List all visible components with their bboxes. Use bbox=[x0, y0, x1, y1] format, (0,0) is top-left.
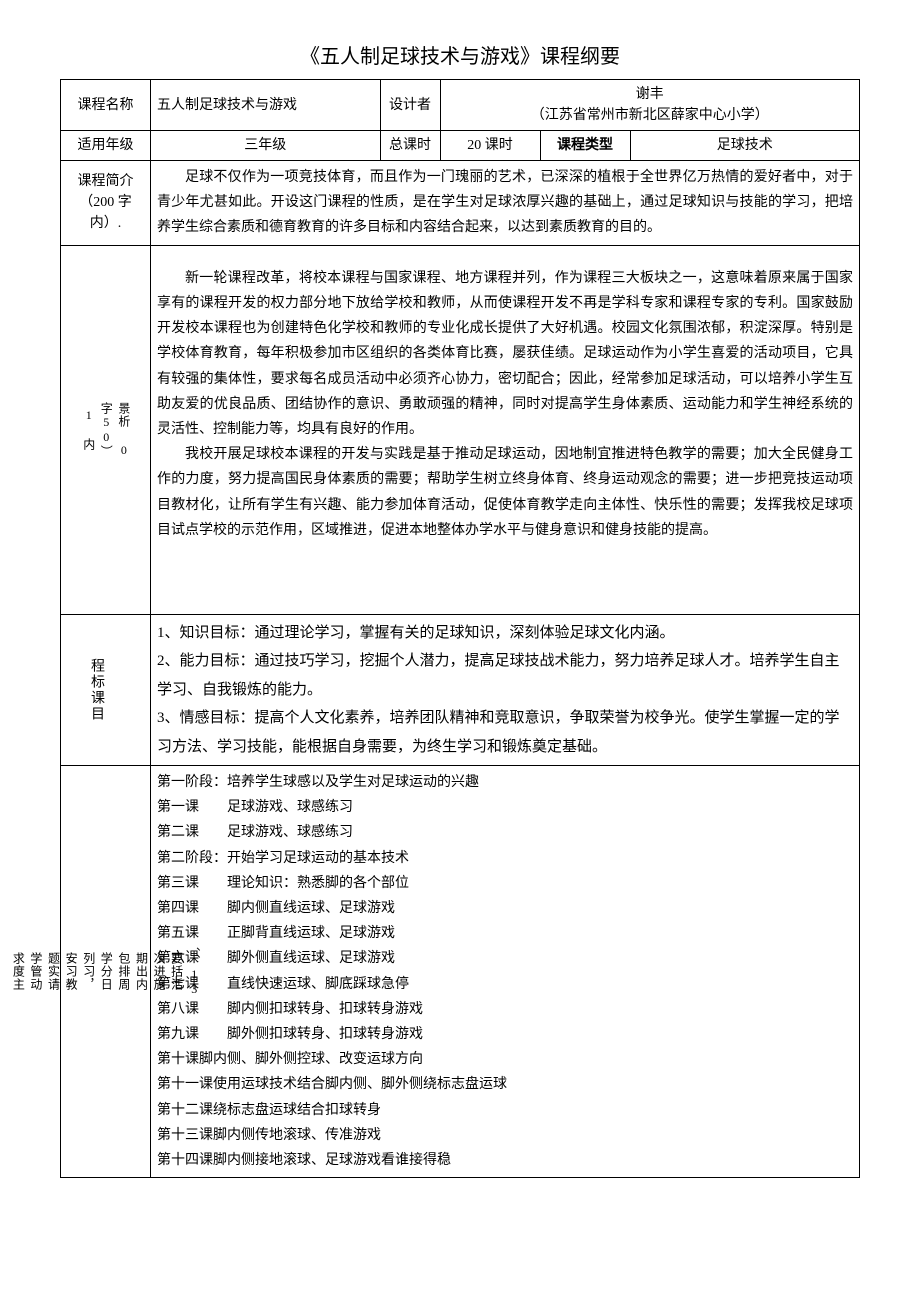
schedule-label-col: 求度主 bbox=[10, 952, 26, 991]
syllabus-table: 课程名称 五人制足球技术与游戏 设计者 谢丰 （江苏省常州市新北区薛家中心小学）… bbox=[60, 79, 860, 1178]
lesson-line: 第四课 脚内侧直线运球、足球游戏 bbox=[157, 896, 853, 921]
goals-label-cell: 程标课目 bbox=[61, 614, 151, 766]
lesson-line: 第七课 直线快速运球、脚底踩球急停 bbox=[157, 972, 853, 997]
schedule-label-col: 学分日 bbox=[98, 952, 114, 991]
background-p1: 新一轮课程改革，将校本课程与国家课程、地方课程并列，作为课程三大板块之一，这意味… bbox=[157, 266, 853, 442]
table-row: 1 内 字50） 景析 0 新一轮课程改革，将校本课程与国家课程、地方课程并列，… bbox=[61, 245, 860, 614]
grade-value: 三年级 bbox=[151, 131, 381, 161]
table-row: 课程简介（200 字内）. 足球不仅作为一项竞技体育，而且作为一门瑰丽的艺术，已… bbox=[61, 161, 860, 246]
lesson-line: 第十课脚内侧、脚外侧控球、改变运球方向 bbox=[157, 1047, 853, 1072]
schedule-label-col: 学管动 bbox=[27, 952, 43, 991]
goal-1: 1、知识目标：通过理论学习，掌握有关的足球知识，深刻体验足球文化内涵。 bbox=[157, 619, 853, 648]
lesson-line: 第二阶段：开始学习足球运动的基本技术 bbox=[157, 846, 853, 871]
lesson-line: 第十四课脚内侧接地滚球、足球游戏看谁接得稳 bbox=[157, 1148, 853, 1173]
lesson-line: 第一课 足球游戏、球感练习 bbox=[157, 795, 853, 820]
schedule-body: 第一阶段：培养学生球感以及学生对足球运动的兴趣第一课 足球游戏、球感练习第二课 … bbox=[151, 766, 860, 1178]
lesson-line: 第一阶段：培养学生球感以及学生对足球运动的兴趣 bbox=[157, 770, 853, 795]
goal-2: 2、能力目标：通过技巧学习，挖掘个人潜力，提高足球技战术能力，努力培养足球人才。… bbox=[157, 647, 853, 704]
table-row: 程标课目 1、知识目标：通过理论学习，掌握有关的足球知识，深刻体验足球文化内涵。… bbox=[61, 614, 860, 766]
lessons-list: 第一阶段：培养学生球感以及学生对足球运动的兴趣第一课 足球游戏、球感练习第二课 … bbox=[157, 770, 853, 1173]
bg-label-c: 景析 0 bbox=[115, 402, 131, 458]
lesson-line: 第三课 理论知识：熟悉脚的各个部位 bbox=[157, 871, 853, 896]
goal-3: 3、情感目标：提高个人文化素养，培养团队精神和竞取意识，争取荣誉为校争光。使学生… bbox=[157, 704, 853, 761]
course-name-label: 课程名称 bbox=[61, 80, 151, 131]
lesson-line: 第八课 脚内侧扣球转身、扣球转身游戏 bbox=[157, 997, 853, 1022]
schedule-label-col: 期出内 bbox=[133, 952, 149, 991]
designer-cell: 谢丰 （江苏省常州市新北区薛家中心小学） bbox=[440, 80, 860, 131]
schedule-label-col: 包排周 bbox=[115, 952, 131, 991]
lesson-line: 第十三课脚内侧传地滚球、传准游戏 bbox=[157, 1123, 853, 1148]
lesson-line: 第六课 脚外侧直线运球、足球游戏 bbox=[157, 946, 853, 971]
table-row: 课程名称 五人制足球技术与游戏 设计者 谢丰 （江苏省常州市新北区薛家中心小学） bbox=[61, 80, 860, 131]
designer-label: 设计者 bbox=[380, 80, 440, 131]
page-title: 《五人制足球技术与游戏》课程纲要 bbox=[60, 40, 860, 69]
bg-label-b: 字50） bbox=[98, 402, 114, 458]
grade-label: 适用年级 bbox=[61, 131, 151, 161]
designer-name: 谢丰 bbox=[447, 84, 854, 105]
background-label: 1 内 字50） 景析 0 bbox=[61, 245, 151, 614]
lesson-line: 第五课 正脚背直线运球、足球游戏 bbox=[157, 921, 853, 946]
total-hours-value: 20 课时 bbox=[440, 131, 540, 161]
background-p2: 我校开展足球校本课程的开发与实践是基于推动足球运动，因地制宜推进特色教学的需要；… bbox=[157, 442, 853, 543]
schedule-label-col: 安习教 bbox=[63, 952, 79, 991]
schedule-label-col: 列习， bbox=[80, 952, 96, 991]
goals-body: 1、知识目标：通过理论学习，掌握有关的足球知识，深刻体验足球文化内涵。 2、能力… bbox=[151, 614, 860, 766]
intro-body: 足球不仅作为一项竞技体育，而且作为一门瑰丽的艺术，已深深的植根于全世界亿万热情的… bbox=[151, 161, 860, 246]
intro-label: 课程简介（200 字内）. bbox=[61, 161, 151, 246]
goals-label: 程标课目 bbox=[67, 658, 107, 722]
course-type-value: 足球技术 bbox=[630, 131, 860, 161]
table-row: 求度主学管动题实请安习教列习，学分日包排周期出内次进施要括活、、13 第一阶段：… bbox=[61, 766, 860, 1178]
table-row: 适用年级 三年级 总课时 20 课时 课程类型 足球技术 bbox=[61, 131, 860, 161]
lesson-line: 第十一课使用运球技术结合脚内侧、脚外侧绕标志盘运球 bbox=[157, 1072, 853, 1097]
lesson-line: 第九课 脚外侧扣球转身、扣球转身游戏 bbox=[157, 1022, 853, 1047]
total-hours-label: 总课时 bbox=[380, 131, 440, 161]
course-type-label: 课程类型 bbox=[540, 131, 630, 161]
background-body: 新一轮课程改革，将校本课程与国家课程、地方课程并列，作为课程三大板块之一，这意味… bbox=[151, 245, 860, 614]
designer-school: （江苏省常州市新北区薛家中心小学） bbox=[447, 105, 854, 126]
course-name-value: 五人制足球技术与游戏 bbox=[151, 80, 381, 131]
schedule-label-cell: 求度主学管动题实请安习教列习，学分日包排周期出内次进施要括活、、13 bbox=[61, 766, 151, 1178]
bg-label-a: 1 内 bbox=[80, 408, 96, 451]
intro-text: 足球不仅作为一项竞技体育，而且作为一门瑰丽的艺术，已深深的植根于全世界亿万热情的… bbox=[157, 165, 853, 241]
schedule-label-box: 求度主学管动题实请安习教列习，学分日包排周期出内次进施要括活、、13 bbox=[63, 947, 148, 997]
schedule-label-col: 题实请 bbox=[45, 952, 61, 991]
lesson-line: 第十二课绕标志盘运球结合扣球转身 bbox=[157, 1098, 853, 1123]
lesson-line: 第二课 足球游戏、球感练习 bbox=[157, 820, 853, 845]
